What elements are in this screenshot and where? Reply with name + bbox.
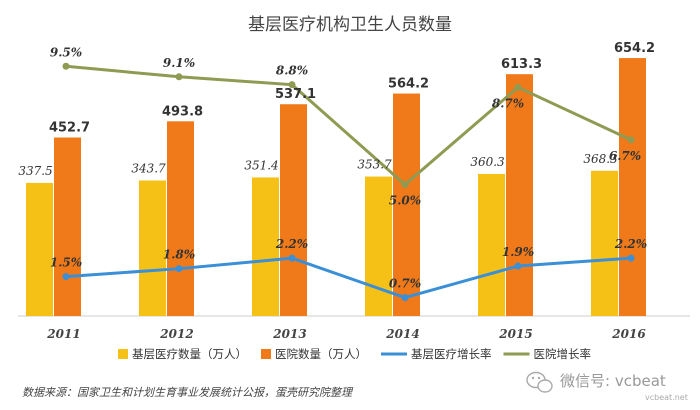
line-primary-growth xyxy=(64,256,633,300)
line-label-primary-growth-2012: 1.8% xyxy=(163,248,195,262)
bar-secondary-2012 xyxy=(167,121,194,316)
line-hospital-growth xyxy=(64,64,633,187)
line-label-hospital-growth-2013: 8.8% xyxy=(276,64,308,78)
bar-secondary-2015 xyxy=(506,74,533,316)
bar-primary-2011 xyxy=(26,182,53,316)
point-primary-growth-2011 xyxy=(62,273,70,281)
point-hospital-growth-2011 xyxy=(62,62,70,70)
legend-label: 基层医疗增长率 xyxy=(411,347,492,361)
bar-label-secondary-2014: 564.2 xyxy=(388,77,429,92)
line-label-hospital-growth-2016: 6.7% xyxy=(609,149,641,163)
line-label-primary-growth-2015: 1.9% xyxy=(502,245,534,259)
point-hospital-growth-2012 xyxy=(175,73,183,81)
legend-label: 医院数量（万人） xyxy=(275,347,367,361)
legend: 基层医疗数量（万人） 医院数量（万人） 基层医疗增长率 医院增长率 xyxy=(118,347,591,361)
x-tick-2014: 2014 xyxy=(385,327,419,341)
point-primary-growth-2013 xyxy=(288,254,296,262)
line-label-hospital-growth-2014: 5.0% xyxy=(389,194,421,208)
bar-label-secondary-2015: 613.3 xyxy=(501,57,542,72)
x-tick-2013: 2013 xyxy=(272,327,306,341)
bar-label-primary-2011: 337.5 xyxy=(18,164,52,178)
bar-label-secondary-2012: 493.8 xyxy=(162,104,203,119)
chart-title: 基层医疗机构卫生人员数量 xyxy=(248,15,452,35)
x-tick-2011: 2011 xyxy=(46,327,80,341)
legend-item-2: 医院数量（万人） xyxy=(261,347,367,361)
point-primary-growth-2014 xyxy=(401,294,409,302)
x-tick-labels: 2011 2012 2013 2014 2015 2016 xyxy=(46,327,646,341)
source-note: 数据来源：国家卫生和计划生育事业发展统计公报，蛋壳研究院整理 xyxy=(22,386,354,399)
line-series-group xyxy=(62,62,635,302)
bar-label-primary-2015: 360.3 xyxy=(470,155,505,169)
line-label-hospital-growth-2015: 8.7% xyxy=(492,96,524,110)
bar-label-primary-2016: 368.3 xyxy=(583,152,618,166)
bar-secondary-2011 xyxy=(54,137,81,316)
bar-primary-2015 xyxy=(478,173,505,316)
line-label-primary-growth-2016: 2.2% xyxy=(614,237,647,251)
point-primary-growth-2012 xyxy=(175,265,183,273)
bar-label-secondary-2016: 654.2 xyxy=(614,41,655,56)
bar-secondary-2013 xyxy=(280,104,307,316)
line-label-primary-growth-2011: 1.5% xyxy=(50,256,82,270)
bar-label-secondary-2013: 537.1 xyxy=(275,87,316,102)
point-hospital-growth-2016 xyxy=(627,136,635,144)
legend-item-1: 基层医疗数量（万人） xyxy=(118,347,247,361)
wechat-icon xyxy=(526,371,553,393)
bar-primary-2012 xyxy=(139,180,166,316)
legend-swatch xyxy=(261,349,271,359)
x-tick-2015: 2015 xyxy=(498,327,532,341)
line-label-hospital-growth-2012: 9.1% xyxy=(163,56,195,70)
bar-label-secondary-2011: 452.7 xyxy=(49,121,90,136)
bar-primary-2013 xyxy=(252,177,279,316)
x-tick-2016: 2016 xyxy=(611,327,646,341)
line-label-primary-growth-2013: 2.2% xyxy=(275,237,308,251)
line-label-hospital-growth-2011: 9.5% xyxy=(50,45,82,59)
legend-swatch xyxy=(118,349,128,359)
bar-secondary-2014 xyxy=(393,93,420,316)
data-label-group: 337.5 452.7 343.7 493.8 351.4 537.1 353.7 564.2… xyxy=(18,41,655,291)
point-hospital-growth-2013 xyxy=(288,81,296,89)
line-label-primary-growth-2014: 0.7% xyxy=(389,277,421,291)
point-primary-growth-2015 xyxy=(514,262,522,270)
point-hospital-growth-2014 xyxy=(401,181,409,189)
legend-item-4: 医院增长率 xyxy=(503,347,592,361)
bar-label-primary-2012: 343.7 xyxy=(131,161,166,175)
legend-item-3: 基层医疗增长率 xyxy=(381,347,492,361)
watermark-sub: vcbeat.net xyxy=(645,393,688,402)
point-primary-growth-2016 xyxy=(627,254,635,262)
bar-label-primary-2014: 353.7 xyxy=(357,158,392,172)
bar-series-group xyxy=(26,58,646,316)
bar-primary-2016 xyxy=(591,170,618,316)
legend-label: 基层医疗数量（万人） xyxy=(132,347,247,361)
x-tick-2012: 2012 xyxy=(159,327,193,341)
watermark: 微信号: vcbeat vcbeat.net xyxy=(526,371,688,402)
watermark-text: 微信号: vcbeat xyxy=(560,372,666,390)
bar-label-primary-2013: 351.4 xyxy=(244,158,278,172)
bar-secondary-2016 xyxy=(619,58,646,316)
legend-label: 医院增长率 xyxy=(534,347,592,361)
point-hospital-growth-2015 xyxy=(514,83,522,91)
